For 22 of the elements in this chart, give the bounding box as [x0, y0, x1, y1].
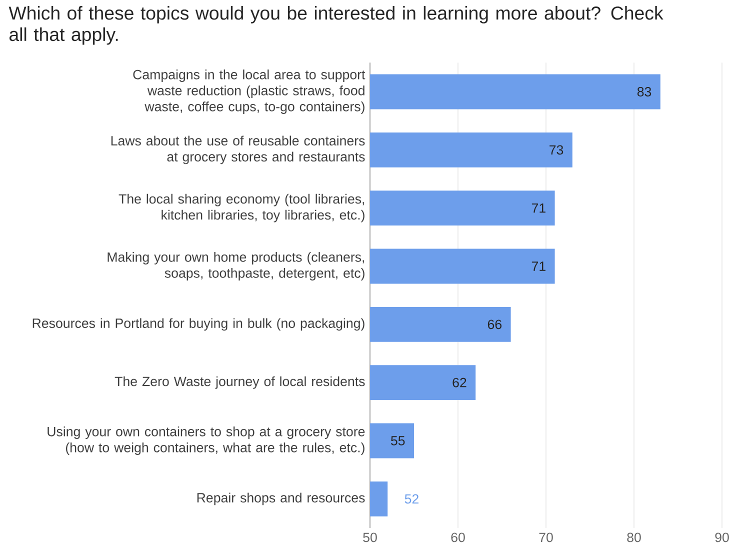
- y-tick-label: Laws about the use of reusable containers at grocery stores and restaurants: [111, 136, 365, 164]
- data-label: 55: [391, 436, 405, 446]
- data-label: 71: [532, 262, 546, 271]
- data-label: 71: [532, 203, 546, 213]
- data-label: 52: [404, 494, 418, 504]
- x-tick-label: 50: [363, 532, 377, 542]
- chart-title: Which of these topics would you be interested in learning more about? Check all that apply.: [8, 6, 664, 45]
- x-tick-label: 90: [715, 532, 729, 542]
- y-tick-label: Making your own home products (cleaners, soaps, toothpaste, detergent, etc): [108, 252, 364, 280]
- y-tick-label: Campaigns in the local area to support waste reduction (plastic straws, food waste, coffee cups, to-go containers): [133, 70, 366, 114]
- x-tick-label: 70: [539, 532, 553, 542]
- y-tick-label: Using your own containers to shop at a grocery store (how to weigh containers, what are the rules, etc.): [48, 426, 365, 455]
- data-label: 73: [550, 145, 564, 155]
- y-tick-label: Repair shops and resources: [197, 492, 365, 506]
- y-tick-label: The Zero Waste journey of local residents: [114, 376, 365, 389]
- x-tick-label: 60: [451, 532, 465, 542]
- data-label: 62: [452, 378, 466, 388]
- data-label: 83: [637, 87, 652, 96]
- x-tick-label: 80: [627, 532, 641, 542]
- y-tick-label: Resources in Portland for buying in bulk (no packaging): [32, 318, 364, 331]
- y-tick-label: The local sharing economy (tool libraries, kitchen libraries, toy libraries, etc.): [118, 194, 364, 222]
- data-label: 66: [488, 320, 502, 330]
